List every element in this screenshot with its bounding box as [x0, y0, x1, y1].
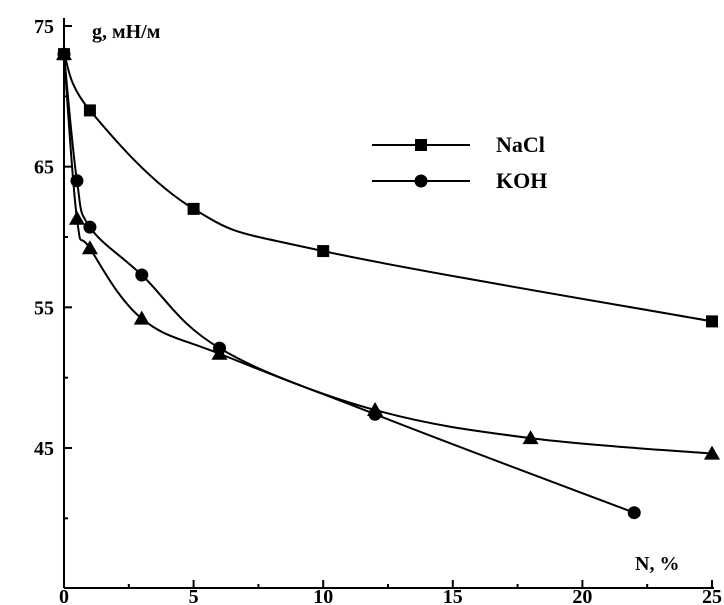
x-tick-label: 20 [572, 586, 592, 605]
circle-marker [83, 220, 97, 234]
circle-marker [70, 174, 84, 188]
y-tick-label: 65 [34, 157, 54, 179]
triangle-marker [68, 210, 85, 225]
triangle-marker [522, 430, 539, 445]
x-tick-label: 25 [702, 586, 722, 605]
triangle-marker [704, 445, 720, 460]
series-circle-curve [63, 54, 635, 514]
x-tick-label: 0 [59, 586, 69, 605]
square-marker [187, 202, 200, 215]
triangle-marker [56, 46, 72, 61]
x-tick-label: 15 [443, 586, 463, 605]
y-tick-label: 55 [34, 297, 54, 319]
y-tick-label: 75 [34, 16, 54, 38]
circle-marker [135, 268, 149, 282]
triangle-marker [367, 402, 384, 417]
triangle-marker [211, 345, 228, 360]
square-marker [83, 104, 96, 117]
data-points [56, 46, 720, 520]
square-marker [317, 245, 330, 258]
square-marker [706, 315, 718, 328]
y-axis-title: g, мН/м [92, 21, 160, 43]
x-tick-label: 10 [313, 586, 333, 605]
circle-marker [627, 506, 641, 520]
axes: 75 65 55 45 0 5 10 15 20 25 g, мН/м N, % [34, 16, 722, 605]
x-tick-label: 5 [189, 586, 199, 605]
series-square-curve [63, 53, 713, 323]
series-triangle-curve [63, 54, 713, 455]
x-axis-title: N, % [635, 553, 679, 575]
triangle-marker [133, 310, 150, 325]
triangle-marker [81, 240, 98, 255]
y-tick-label: 45 [34, 438, 54, 460]
fit-curves [63, 53, 713, 514]
legend-label: NaCl [496, 132, 545, 157]
legend: NaCl KOH [372, 132, 547, 193]
legend-circle-marker [414, 174, 428, 188]
legend-label: KOH [496, 168, 547, 193]
legend-square-marker [415, 139, 427, 151]
